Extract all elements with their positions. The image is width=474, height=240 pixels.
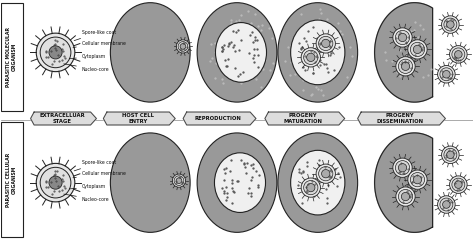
Circle shape bbox=[398, 164, 407, 172]
Circle shape bbox=[455, 51, 462, 58]
Circle shape bbox=[321, 169, 330, 178]
Circle shape bbox=[440, 68, 453, 81]
Circle shape bbox=[395, 161, 410, 175]
Circle shape bbox=[307, 183, 315, 192]
Ellipse shape bbox=[291, 20, 345, 85]
Circle shape bbox=[321, 39, 330, 48]
Ellipse shape bbox=[110, 133, 190, 232]
Circle shape bbox=[443, 201, 450, 208]
Polygon shape bbox=[265, 112, 345, 125]
Text: Spore-like coat: Spore-like coat bbox=[74, 30, 116, 41]
Circle shape bbox=[173, 174, 185, 187]
Polygon shape bbox=[374, 3, 433, 102]
Polygon shape bbox=[183, 112, 256, 125]
Circle shape bbox=[395, 30, 410, 45]
Circle shape bbox=[447, 21, 454, 28]
Text: Cellular membrane: Cellular membrane bbox=[73, 171, 126, 178]
Circle shape bbox=[396, 187, 415, 206]
Circle shape bbox=[316, 34, 336, 53]
Circle shape bbox=[176, 178, 182, 184]
Circle shape bbox=[438, 196, 455, 213]
Circle shape bbox=[319, 167, 333, 181]
Polygon shape bbox=[374, 133, 433, 232]
Circle shape bbox=[444, 148, 457, 161]
Ellipse shape bbox=[278, 133, 358, 232]
Circle shape bbox=[393, 28, 412, 47]
Circle shape bbox=[180, 44, 186, 49]
Circle shape bbox=[410, 173, 425, 187]
Circle shape bbox=[176, 40, 190, 53]
Text: PROGENY
DISSEMINATION: PROGENY DISSEMINATION bbox=[376, 113, 423, 124]
Circle shape bbox=[301, 48, 320, 67]
Text: Cellular membrane: Cellular membrane bbox=[73, 41, 126, 48]
Circle shape bbox=[442, 146, 459, 163]
Circle shape bbox=[398, 189, 413, 204]
Circle shape bbox=[398, 59, 413, 73]
Circle shape bbox=[447, 151, 454, 159]
Circle shape bbox=[49, 46, 62, 59]
Circle shape bbox=[413, 175, 422, 184]
Circle shape bbox=[413, 45, 422, 54]
Ellipse shape bbox=[214, 153, 265, 212]
Circle shape bbox=[307, 53, 315, 61]
Circle shape bbox=[442, 16, 459, 33]
Circle shape bbox=[40, 167, 71, 198]
Circle shape bbox=[36, 163, 75, 202]
Ellipse shape bbox=[197, 3, 277, 102]
Circle shape bbox=[440, 198, 453, 211]
Text: Cytoplasm: Cytoplasm bbox=[69, 184, 106, 189]
Polygon shape bbox=[358, 112, 446, 125]
Text: PARASITIC CELLULAR
ORGANISM: PARASITIC CELLULAR ORGANISM bbox=[6, 153, 17, 207]
Text: Nucleo-core: Nucleo-core bbox=[64, 64, 109, 72]
Text: PARASITIC MOLECULAR
ORGANISM: PARASITIC MOLECULAR ORGANISM bbox=[6, 27, 17, 87]
Ellipse shape bbox=[197, 133, 277, 232]
Ellipse shape bbox=[216, 23, 266, 82]
Text: Nucleo-core: Nucleo-core bbox=[64, 194, 109, 202]
Circle shape bbox=[444, 18, 457, 31]
Circle shape bbox=[408, 170, 427, 189]
Text: PROGENY
MATURATION: PROGENY MATURATION bbox=[284, 113, 323, 124]
Ellipse shape bbox=[278, 3, 358, 102]
Polygon shape bbox=[103, 112, 175, 125]
Circle shape bbox=[449, 176, 467, 193]
Ellipse shape bbox=[110, 3, 190, 102]
Circle shape bbox=[401, 192, 410, 201]
Circle shape bbox=[410, 42, 425, 56]
Circle shape bbox=[452, 178, 465, 191]
Circle shape bbox=[393, 158, 412, 177]
Circle shape bbox=[455, 181, 462, 188]
Circle shape bbox=[316, 164, 336, 183]
Circle shape bbox=[408, 40, 427, 59]
Circle shape bbox=[174, 176, 184, 186]
Text: Cytoplasm: Cytoplasm bbox=[69, 54, 106, 59]
Ellipse shape bbox=[291, 150, 345, 215]
Circle shape bbox=[49, 176, 62, 189]
Text: HOST CELL
ENTRY: HOST CELL ENTRY bbox=[122, 113, 154, 124]
Circle shape bbox=[301, 178, 320, 197]
Circle shape bbox=[178, 42, 188, 51]
Circle shape bbox=[438, 66, 455, 83]
Polygon shape bbox=[31, 112, 96, 125]
Circle shape bbox=[36, 33, 75, 72]
Circle shape bbox=[396, 57, 415, 76]
Text: REPRODUCTION: REPRODUCTION bbox=[195, 116, 242, 121]
Circle shape bbox=[40, 37, 71, 68]
Circle shape bbox=[304, 180, 318, 195]
Text: Spore-like coat: Spore-like coat bbox=[74, 160, 116, 171]
Text: EXTRACELLUAR
STAGE: EXTRACELLUAR STAGE bbox=[39, 113, 85, 124]
Circle shape bbox=[401, 62, 410, 71]
Circle shape bbox=[398, 33, 407, 42]
Circle shape bbox=[319, 36, 333, 51]
Circle shape bbox=[304, 50, 318, 65]
Circle shape bbox=[443, 71, 450, 78]
Circle shape bbox=[449, 46, 467, 63]
Circle shape bbox=[452, 48, 465, 61]
